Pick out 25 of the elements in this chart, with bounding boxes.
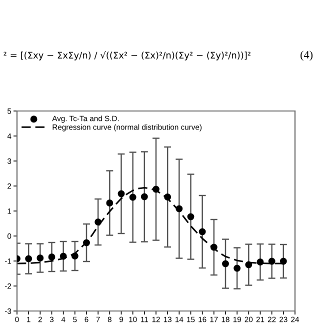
point: [164, 194, 172, 200]
point: [83, 239, 90, 246]
point: [210, 244, 218, 251]
point: [222, 260, 229, 268]
point: [25, 255, 32, 262]
point: [60, 252, 67, 260]
point: [152, 186, 160, 193]
text: (4): [300, 50, 313, 61]
point: [187, 213, 194, 220]
point: [118, 190, 125, 198]
point: [280, 258, 287, 265]
point: [94, 218, 102, 226]
point: [234, 264, 241, 272]
point: [140, 193, 148, 200]
point: [245, 261, 252, 268]
point: [268, 258, 276, 265]
point: [48, 254, 56, 260]
point: [176, 205, 183, 212]
text: ² = [(Σxy − ΣxΣy/n) / √((Σx² − (Σx)²/n)(Σy² − (Σy)²/n))]²: [4, 51, 250, 60]
point: [129, 194, 136, 201]
point: [36, 254, 44, 262]
point: [71, 252, 78, 260]
point: [106, 200, 114, 206]
point: [256, 258, 264, 266]
point: [198, 228, 206, 236]
